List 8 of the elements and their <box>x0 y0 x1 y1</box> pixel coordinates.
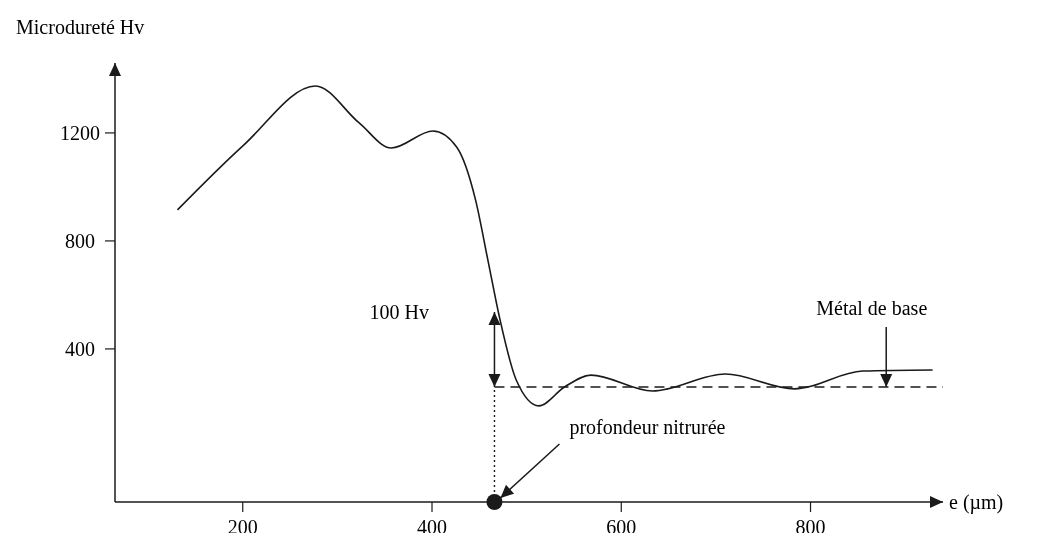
y-tick-label: 800 <box>65 229 95 252</box>
y-tick-label: 400 <box>65 337 95 360</box>
x-axis-title: e (µm) <box>949 491 1004 514</box>
annotation: 100 Hv <box>369 300 429 323</box>
y-axis-title: Microdureté Hv <box>16 16 145 38</box>
annotation: profondeur nitrurée <box>569 416 726 439</box>
annotation: Métal de base <box>816 296 928 319</box>
y-tick-label: 1200 <box>60 121 100 144</box>
